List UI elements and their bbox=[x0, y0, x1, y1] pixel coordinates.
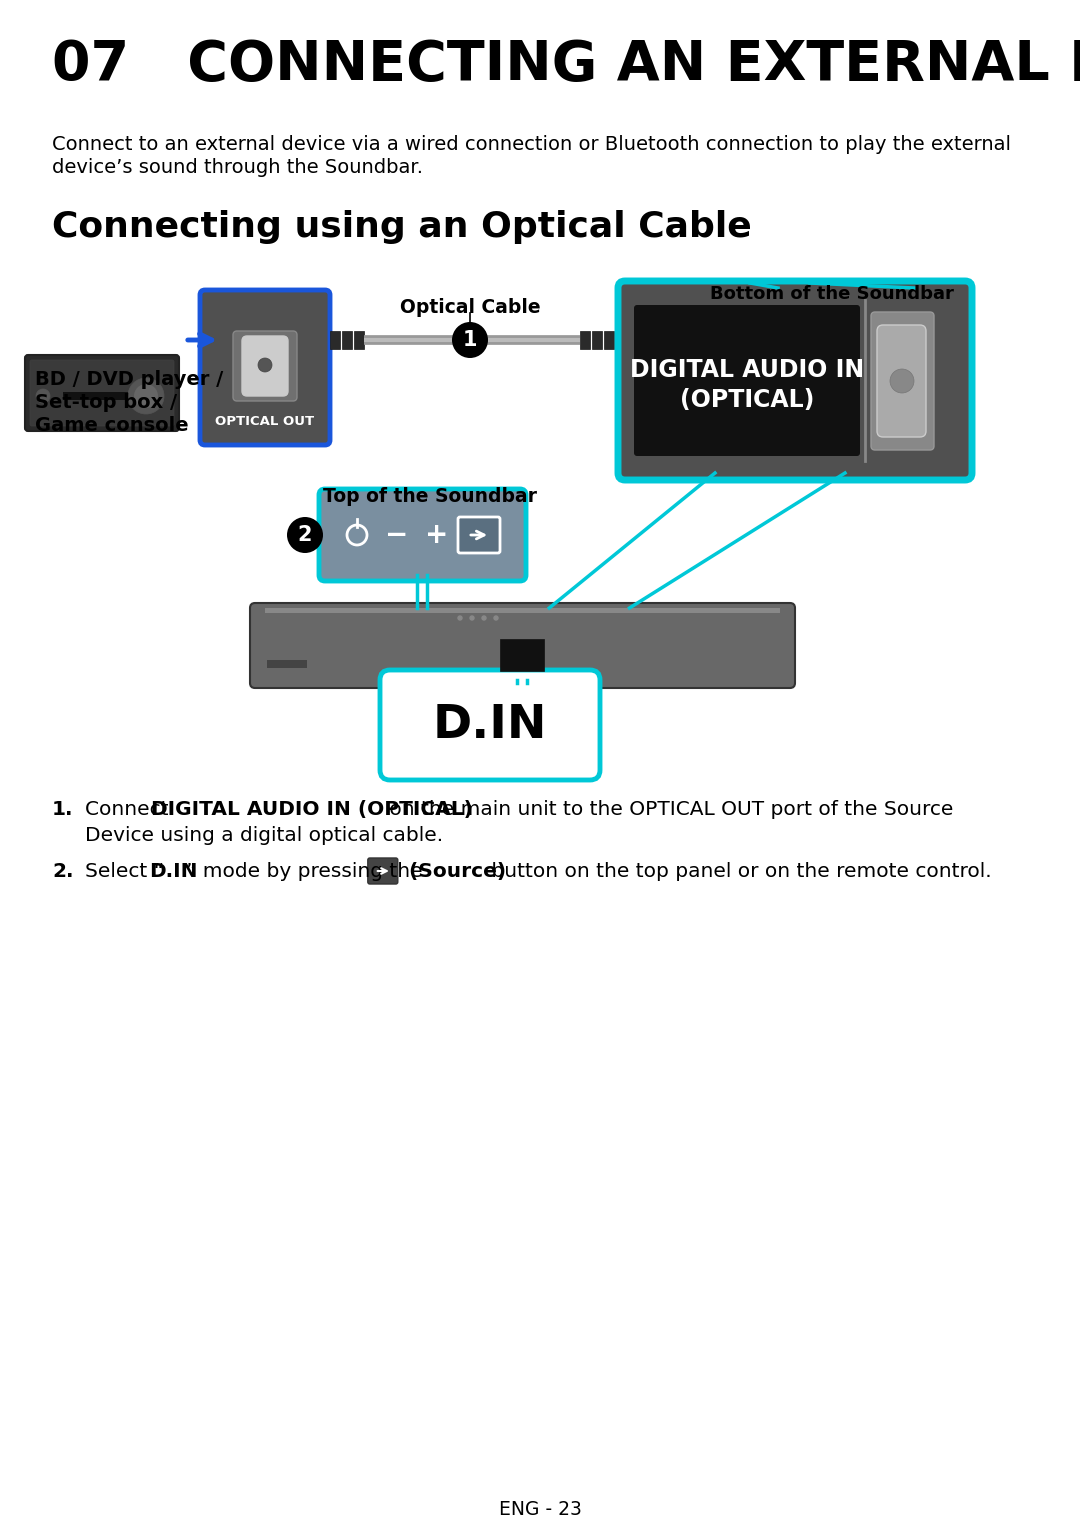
Bar bbox=[580, 331, 590, 349]
Text: 2: 2 bbox=[298, 525, 312, 545]
Text: ENG - 23: ENG - 23 bbox=[499, 1500, 581, 1520]
Circle shape bbox=[134, 385, 158, 408]
FancyBboxPatch shape bbox=[242, 336, 288, 395]
Text: button on the top panel or on the remote control.: button on the top panel or on the remote… bbox=[485, 863, 991, 881]
FancyBboxPatch shape bbox=[30, 360, 174, 426]
Circle shape bbox=[470, 616, 474, 620]
Text: device’s sound through the Soundbar.: device’s sound through the Soundbar. bbox=[52, 158, 423, 178]
Text: D.IN: D.IN bbox=[433, 703, 548, 748]
FancyBboxPatch shape bbox=[877, 325, 926, 437]
FancyBboxPatch shape bbox=[618, 280, 972, 480]
Text: Connect to an external device via a wired connection or Bluetooth connection to : Connect to an external device via a wire… bbox=[52, 135, 1011, 155]
Bar bbox=[354, 331, 364, 349]
Text: +: + bbox=[426, 521, 448, 548]
Text: Device using a digital optical cable.: Device using a digital optical cable. bbox=[85, 826, 443, 846]
FancyBboxPatch shape bbox=[233, 331, 297, 401]
Text: 07   CONNECTING AN EXTERNAL DEVICE: 07 CONNECTING AN EXTERNAL DEVICE bbox=[52, 38, 1080, 92]
Bar bbox=[267, 660, 307, 668]
Text: 1: 1 bbox=[462, 329, 477, 349]
FancyBboxPatch shape bbox=[25, 355, 179, 430]
Bar bbox=[330, 331, 340, 349]
Text: Top of the Soundbar: Top of the Soundbar bbox=[323, 487, 537, 506]
Text: 1.: 1. bbox=[52, 800, 73, 820]
Text: (Source): (Source) bbox=[402, 863, 505, 881]
Bar bbox=[592, 331, 602, 349]
Text: D.IN: D.IN bbox=[149, 863, 198, 881]
Circle shape bbox=[129, 378, 164, 414]
Text: DIGITAL AUDIO IN: DIGITAL AUDIO IN bbox=[630, 358, 864, 381]
Text: Optical Cable: Optical Cable bbox=[400, 299, 540, 317]
Circle shape bbox=[36, 389, 50, 403]
Bar bbox=[342, 331, 352, 349]
FancyBboxPatch shape bbox=[380, 669, 600, 780]
Text: Game console: Game console bbox=[35, 417, 189, 435]
Text: ” mode by pressing the: ” mode by pressing the bbox=[186, 863, 429, 881]
Bar bbox=[63, 392, 163, 400]
Text: Connecting using an Optical Cable: Connecting using an Optical Cable bbox=[52, 210, 752, 244]
Bar bbox=[604, 331, 615, 349]
Text: Connect: Connect bbox=[85, 800, 175, 820]
FancyBboxPatch shape bbox=[200, 290, 330, 444]
FancyBboxPatch shape bbox=[319, 489, 526, 581]
Text: 2.: 2. bbox=[52, 863, 73, 881]
Circle shape bbox=[258, 358, 272, 372]
Bar bbox=[265, 608, 780, 613]
Text: Select “: Select “ bbox=[85, 863, 164, 881]
Text: (OPTICAL): (OPTICAL) bbox=[679, 388, 814, 412]
Text: DIGITAL AUDIO IN (OPTICAL): DIGITAL AUDIO IN (OPTICAL) bbox=[151, 800, 473, 820]
FancyBboxPatch shape bbox=[458, 516, 500, 553]
Circle shape bbox=[458, 616, 462, 620]
Bar bbox=[500, 639, 544, 671]
Text: Set-top box /: Set-top box / bbox=[35, 394, 177, 412]
Text: BD / DVD player /: BD / DVD player / bbox=[35, 371, 224, 389]
Circle shape bbox=[482, 616, 486, 620]
Circle shape bbox=[494, 616, 498, 620]
FancyBboxPatch shape bbox=[634, 305, 860, 457]
Text: on the main unit to the OPTICAL OUT port of the Source: on the main unit to the OPTICAL OUT port… bbox=[382, 800, 954, 820]
Circle shape bbox=[890, 369, 914, 394]
Text: OPTICAL OUT: OPTICAL OUT bbox=[215, 415, 314, 427]
FancyBboxPatch shape bbox=[870, 313, 934, 450]
Circle shape bbox=[287, 516, 323, 553]
Text: −: − bbox=[386, 521, 408, 548]
FancyBboxPatch shape bbox=[249, 604, 795, 688]
Text: Bottom of the Soundbar: Bottom of the Soundbar bbox=[710, 285, 954, 303]
Circle shape bbox=[453, 322, 488, 358]
FancyBboxPatch shape bbox=[368, 858, 397, 884]
